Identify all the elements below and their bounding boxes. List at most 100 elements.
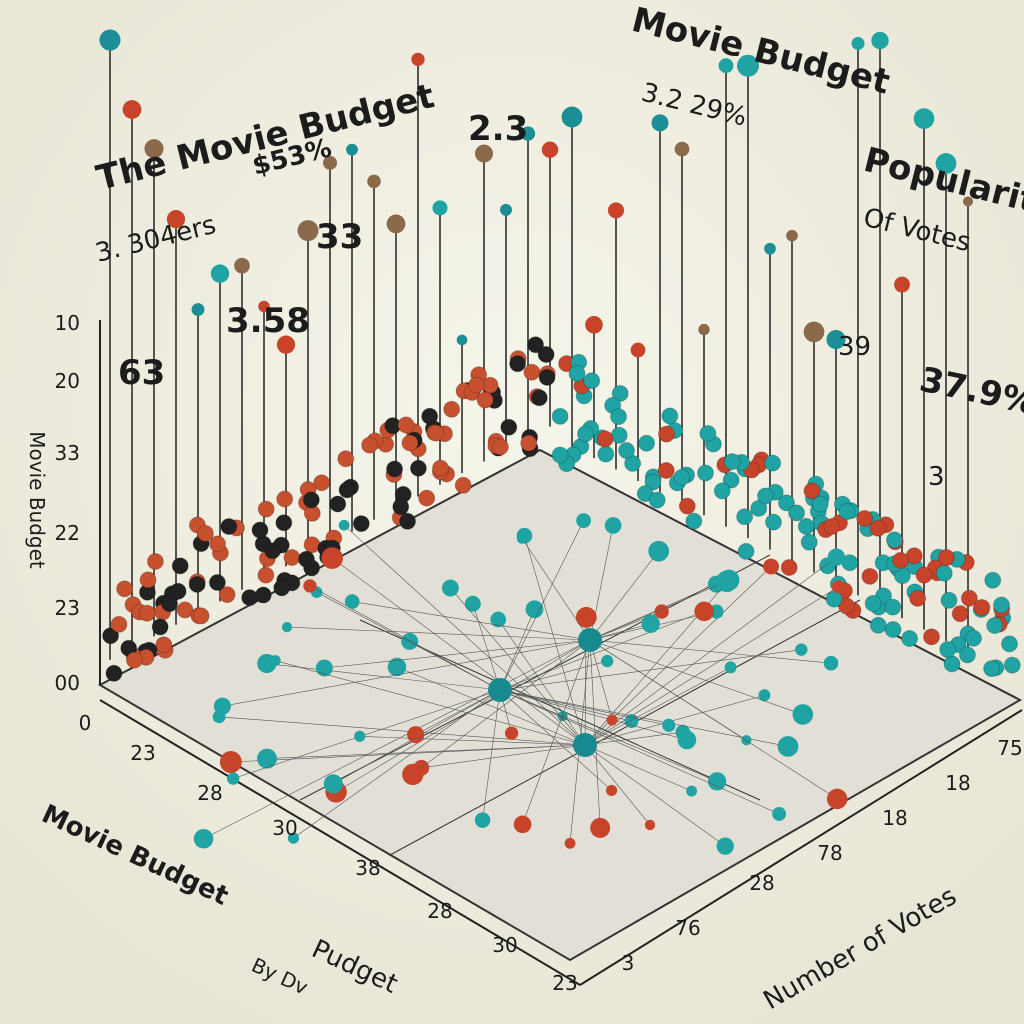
cluster-dot xyxy=(530,389,548,407)
stem-dot xyxy=(258,300,270,313)
floor-dot xyxy=(525,600,544,619)
cluster-dot xyxy=(869,519,887,537)
callout: 33 xyxy=(316,217,363,257)
stem-dot xyxy=(386,214,406,234)
stem-dot xyxy=(432,200,448,216)
stem-dot xyxy=(935,153,957,174)
floor-dot xyxy=(269,655,281,666)
floor-dot xyxy=(287,832,300,844)
cluster-dot xyxy=(943,655,961,673)
stem-dot xyxy=(764,242,776,255)
left-tick-label: 30 xyxy=(492,933,517,957)
link xyxy=(412,639,591,775)
floor-dot xyxy=(354,730,366,742)
link xyxy=(584,744,692,792)
floor-dot xyxy=(227,772,240,785)
stem-dot xyxy=(411,52,425,66)
link xyxy=(309,585,501,691)
cluster-dot xyxy=(302,491,320,509)
cluster-dot xyxy=(722,471,740,489)
cluster-dot xyxy=(431,459,449,477)
cluster-dot xyxy=(756,487,774,505)
cluster-dot xyxy=(171,557,189,575)
cluster-dot xyxy=(138,604,156,622)
cluster-dot xyxy=(797,517,815,535)
cluster-dot xyxy=(125,651,143,669)
cluster-dot xyxy=(915,566,933,584)
y-tick-label: 22 xyxy=(55,521,80,545)
stem-dot xyxy=(786,229,798,242)
link xyxy=(331,557,586,746)
cluster-dot xyxy=(583,372,601,390)
cluster-dot xyxy=(427,424,445,442)
cluster-dot xyxy=(764,513,782,531)
cluster-dot xyxy=(673,468,691,486)
cluster-dot xyxy=(1003,656,1021,674)
left-tick-label: 38 xyxy=(355,856,380,880)
floor-dot xyxy=(323,774,343,794)
cluster-dot xyxy=(960,589,978,607)
link xyxy=(589,639,613,721)
floor-dot xyxy=(772,806,787,821)
cluster-dot xyxy=(251,521,269,539)
cluster-dot xyxy=(838,503,856,521)
cluster-dot xyxy=(983,660,1001,678)
floor-dot xyxy=(606,784,618,797)
cluster-dot xyxy=(713,482,731,500)
floor-dot xyxy=(827,548,846,566)
link xyxy=(589,639,803,715)
cluster-dot xyxy=(986,617,1004,635)
cluster-dot xyxy=(196,524,214,542)
stem-dot xyxy=(122,100,142,119)
link xyxy=(222,639,591,707)
cluster-dot xyxy=(551,407,569,425)
floor-dot xyxy=(257,748,277,769)
cluster-dot xyxy=(838,597,856,615)
cluster-dot xyxy=(610,426,628,444)
stem-dot xyxy=(585,315,603,334)
floor-dot xyxy=(648,540,670,562)
cluster-dot xyxy=(884,598,902,616)
callout: 63 xyxy=(118,353,165,393)
floor-dot xyxy=(590,817,611,838)
link xyxy=(584,667,731,746)
stem-dot xyxy=(718,58,734,74)
cluster-dot xyxy=(788,504,806,522)
floor-dot xyxy=(402,763,424,786)
link xyxy=(472,603,501,691)
cluster-dot xyxy=(313,474,331,492)
right-tick-label: 76 xyxy=(675,916,700,940)
cluster-dot xyxy=(209,535,227,553)
link xyxy=(497,619,586,746)
floor-dot xyxy=(716,570,738,593)
cluster-dot xyxy=(397,416,415,434)
floor-dot xyxy=(407,726,425,744)
cluster-dot xyxy=(538,368,556,386)
cluster-dot xyxy=(537,345,555,363)
cluster-dot xyxy=(102,627,120,645)
stem-dot xyxy=(367,174,381,189)
floor-line xyxy=(389,599,861,856)
cluster-dot xyxy=(699,425,717,443)
cluster-dot xyxy=(800,533,818,551)
stem-dot xyxy=(500,203,512,216)
cluster-dot xyxy=(885,531,903,549)
cluster-dot xyxy=(723,453,741,471)
right-tick-label: 28 xyxy=(749,871,774,895)
cluster-dot xyxy=(454,476,472,494)
cluster-dot xyxy=(520,434,538,452)
cluster-dot xyxy=(399,512,417,530)
left-tick-label: 23 xyxy=(552,971,577,995)
stem-dot xyxy=(737,54,759,77)
stem-dot xyxy=(913,108,935,129)
link xyxy=(521,538,591,641)
link xyxy=(335,639,591,793)
link xyxy=(584,744,726,847)
cluster-dot xyxy=(151,618,169,636)
cluster-dot xyxy=(275,514,293,532)
hub xyxy=(578,628,602,652)
floor-dot xyxy=(624,714,639,728)
stem-dot xyxy=(191,303,205,316)
cluster-dot xyxy=(909,589,927,607)
stem-dot xyxy=(276,335,296,354)
